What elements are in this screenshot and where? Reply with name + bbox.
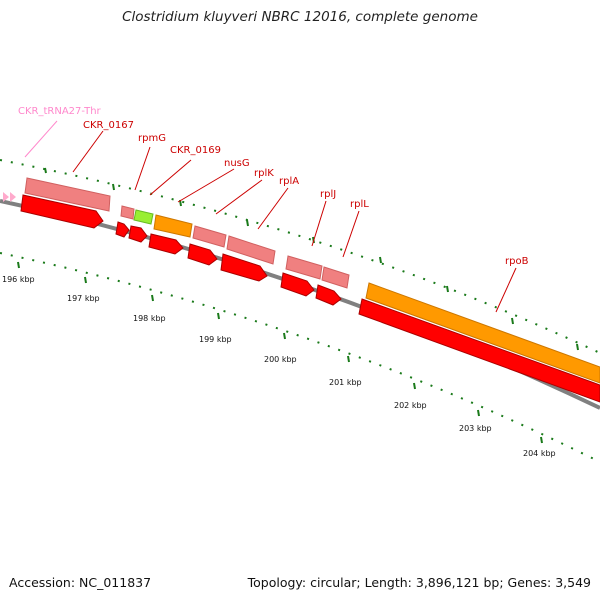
feature-labels: CKR_tRNA27-Thr CKR_0167 rpmG CKR_0169 nu…: [18, 106, 529, 267]
label-rpll: rplL: [350, 199, 369, 210]
cds-nusg[interactable]: [148, 233, 184, 255]
label-leaders: [24, 120, 517, 313]
gene-rpll[interactable]: [321, 266, 350, 289]
label-rpla: rplA: [279, 176, 299, 187]
kbp-labels: 196 kbp 197 kbp 198 kbp 199 kbp 200 kbp …: [2, 275, 556, 458]
label-rplk: rplK: [254, 168, 274, 179]
cds-rpla[interactable]: [220, 253, 268, 282]
kbp-label-197: 197 kbp: [67, 294, 100, 303]
label-rplj: rplJ: [320, 189, 336, 200]
gene-rplj[interactable]: [285, 255, 323, 280]
cds-ckr-0169[interactable]: [128, 225, 148, 243]
kbp-label-200: 200 kbp: [264, 355, 297, 364]
kbp-label-198: 198 kbp: [133, 314, 166, 323]
label-rpob: rpoB: [505, 256, 529, 267]
outer-tick-ring: [0, 159, 600, 354]
label-ckr-0169: CKR_0169: [170, 145, 221, 156]
accession-text: Accession: NC_011837: [9, 575, 152, 590]
gene-lane: [3, 177, 600, 384]
gene-rpob[interactable]: [365, 282, 600, 384]
cds-lane: [20, 194, 600, 403]
trna-marker[interactable]: [3, 192, 9, 202]
label-rpmg: rpmG: [138, 133, 166, 144]
cds-rpob[interactable]: [358, 298, 600, 403]
inner-tick-ring: [0, 252, 600, 463]
cds-rplk[interactable]: [187, 243, 218, 266]
cds-rplj[interactable]: [280, 272, 315, 297]
gene-rpla[interactable]: [226, 235, 276, 265]
trna-marker-2[interactable]: [10, 192, 16, 202]
gene-ckr-0169[interactable]: [133, 209, 154, 225]
kbp-label-203: 203 kbp: [459, 424, 492, 433]
genome-backbone: [0, 199, 600, 410]
map-title: Clostridium kluyveri NBRC 12016, complet…: [122, 9, 478, 25]
kbp-label-199: 199 kbp: [199, 335, 232, 344]
gene-ckr-0167[interactable]: [24, 177, 111, 212]
label-nusg: nusG: [224, 158, 250, 169]
gene-nusg[interactable]: [153, 214, 193, 238]
kbp-label-202: 202 kbp: [394, 401, 427, 410]
label-ckr-0167: CKR_0167: [83, 120, 134, 131]
cds-ckr-0167[interactable]: [20, 194, 104, 229]
gene-rplk[interactable]: [192, 225, 227, 248]
kbp-label-201: 201 kbp: [329, 378, 362, 387]
kbp-label-196: 196 kbp: [2, 275, 35, 284]
gene-rpmg[interactable]: [120, 205, 135, 220]
label-ckr-trna27-thr: CKR_tRNA27-Thr: [18, 106, 102, 117]
topology-text: Topology: circular; Length: 3,896,121 bp…: [247, 575, 591, 590]
cds-rpll[interactable]: [315, 284, 342, 306]
kbp-label-204: 204 kbp: [523, 449, 556, 458]
cds-rpmg[interactable]: [115, 221, 130, 238]
